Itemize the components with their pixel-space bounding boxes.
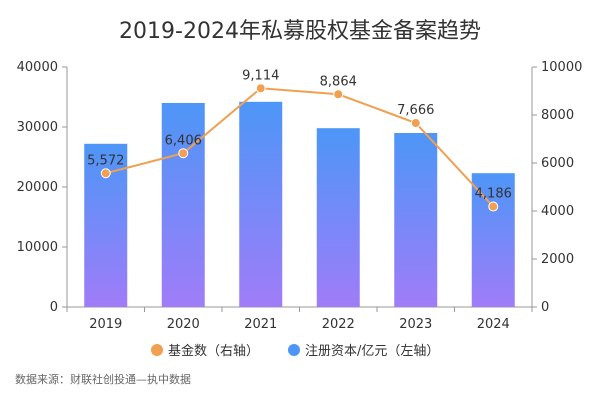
- chart-title: 2019-2024年私募股权基金备案趋势: [119, 19, 481, 44]
- x-tick-label: 2020: [167, 317, 200, 332]
- y-tick-right-label: 8000: [541, 108, 574, 123]
- y-tick-right-label: 4000: [541, 204, 574, 219]
- plot-layer: 0 10000 20000 30000 40000 0 2000 4000 6000 8000 10…: [17, 60, 583, 332]
- bar: [161, 103, 205, 307]
- data-label: 4,186: [475, 187, 512, 202]
- legend-label-bar: 注册资本/亿元（左轴）: [305, 344, 439, 359]
- y-tick-right-label: 6000: [541, 156, 574, 171]
- bar: [471, 173, 515, 307]
- data-label: 5,572: [87, 153, 124, 168]
- line-point: [178, 148, 189, 159]
- x-tick-label: 2023: [399, 317, 432, 332]
- line-point: [410, 118, 421, 129]
- y-tick-left-label: 40000: [17, 60, 58, 75]
- series-line: [105, 87, 494, 208]
- line-point: [100, 168, 111, 179]
- data-label: 7,666: [397, 103, 434, 118]
- data-label: 8,864: [320, 74, 357, 89]
- line-point: [488, 201, 499, 212]
- legend-label-line: 基金数（右轴）: [168, 343, 259, 359]
- legend-marker-line: [151, 344, 163, 356]
- x-tick-label: 2022: [322, 317, 355, 332]
- y-tick-right-label: 10000: [541, 60, 582, 75]
- y-tick-right-label: 2000: [541, 252, 574, 267]
- bar: [239, 101, 283, 307]
- x-tick-label: 2021: [244, 317, 277, 332]
- y-tick-left-label: 0: [50, 300, 58, 315]
- legend-marker-bar: [288, 344, 300, 356]
- line-point: [255, 83, 266, 94]
- data-label: 6,406: [165, 133, 202, 148]
- y-tick-left-label: 10000: [17, 240, 58, 255]
- x-tick-label: 2019: [89, 317, 122, 332]
- data-label: 9,114: [242, 68, 279, 83]
- bar: [316, 128, 360, 307]
- source-note: 数据来源：财联社创投通—执中数据: [15, 372, 191, 386]
- y-tick-left-label: 20000: [17, 180, 58, 195]
- bar: [394, 133, 438, 307]
- y-tick-right-label: 0: [541, 300, 549, 315]
- legend: 基金数（右轴） 注册资本/亿元（左轴）: [151, 343, 439, 359]
- y-tick-left-label: 30000: [17, 120, 58, 135]
- line-point: [333, 89, 344, 100]
- x-tick-label: 2024: [477, 317, 510, 332]
